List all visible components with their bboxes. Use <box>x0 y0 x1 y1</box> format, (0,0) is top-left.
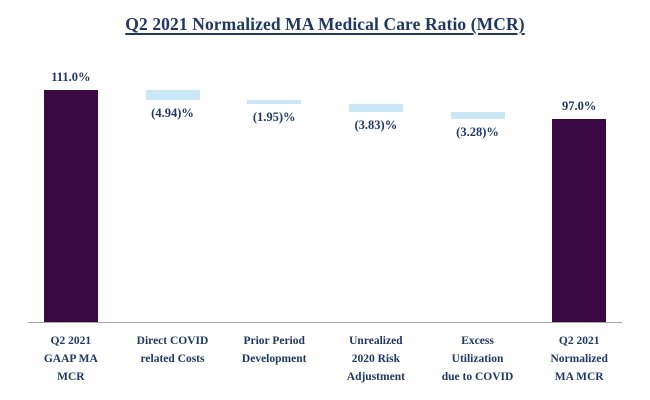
bar-category-label: Excess Utilization due to COVID <box>441 335 514 383</box>
total-bar <box>43 90 98 322</box>
chart-title: Q2 2021 Normalized MA Medical Care Ratio… <box>125 14 525 34</box>
bar-value-label: 111.0% <box>51 70 91 84</box>
bar-value-label: (3.28)% <box>456 125 499 140</box>
bar-category-label: Unrealized 2020 Risk Adjustment <box>346 335 405 383</box>
delta-bar <box>450 112 505 120</box>
bar-value-label: (3.83)% <box>354 118 398 133</box>
bar-category-label: Prior Period Development <box>241 335 307 365</box>
bar-column: (3.83)% Unrealized 2020 Risk Adjustment <box>325 90 427 383</box>
bar-value-label: (1.95)% <box>252 110 296 125</box>
bar-column: (3.28)% Excess Utilization due to COVID <box>427 90 529 383</box>
bar-value-label: 97.0% <box>562 99 597 114</box>
bar-column: (4.94)% Direct COVID related Costs <box>122 90 224 365</box>
bar-category-label: Q2 2021 GAAP MA MCR <box>43 335 98 383</box>
delta-bar <box>348 104 403 113</box>
delta-bar <box>145 90 200 101</box>
plot-area: 111.0% Q2 2021 GAAP MA MCR (4.94)% Direct C… <box>20 70 630 383</box>
bar-column: 97.0% Q2 2021 Normalized MA MCR <box>528 90 630 382</box>
bar-column: 111.0% Q2 2021 GAAP MA MCR <box>20 70 122 383</box>
bar-column: (1.95)% Prior Period Development <box>223 90 325 365</box>
bar-category-label: Direct COVID related Costs <box>136 335 209 365</box>
x-axis-line <box>28 322 622 323</box>
bar-category-label: Q2 2021 Normalized MA MCR <box>550 335 608 383</box>
bar-value-label: (4.94)% <box>151 106 194 121</box>
total-bar <box>552 119 607 322</box>
delta-bar <box>247 100 302 105</box>
